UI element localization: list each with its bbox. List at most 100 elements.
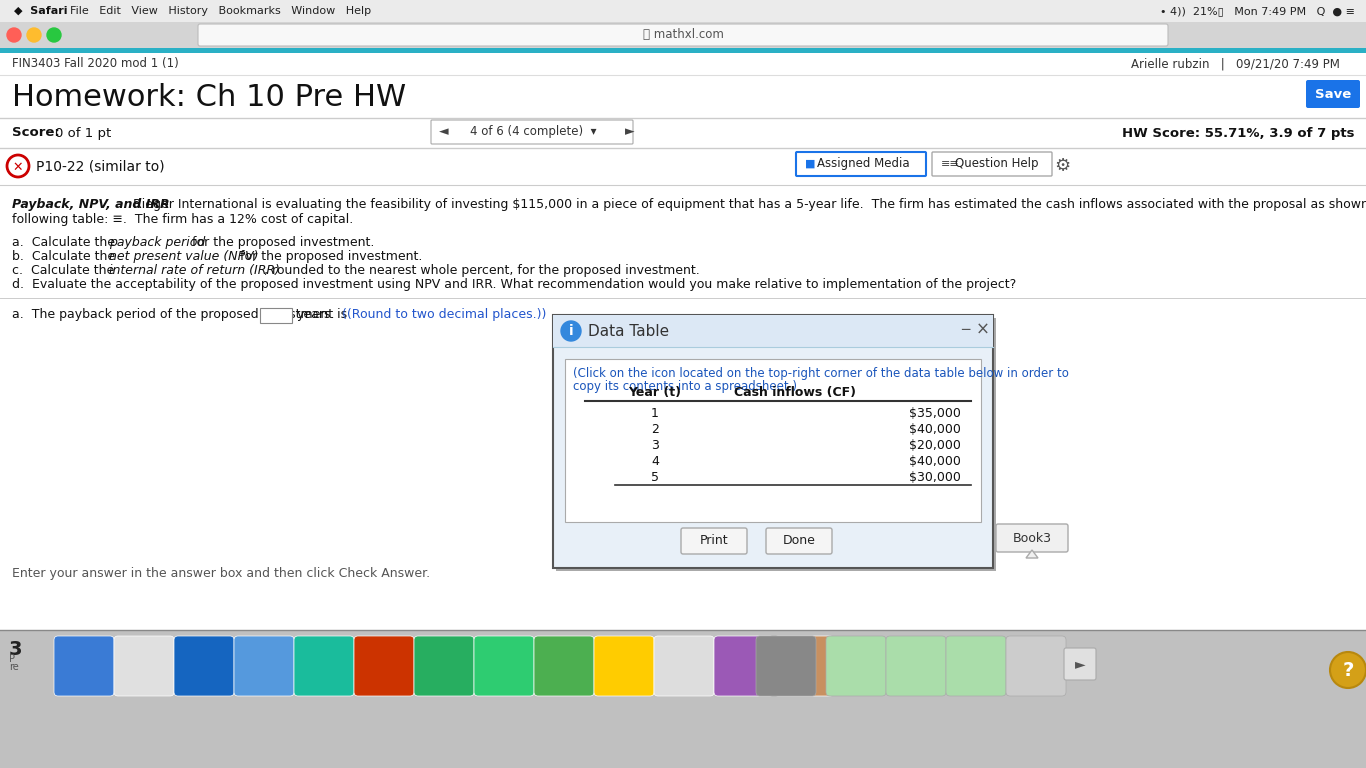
Text: 3: 3 (10, 640, 22, 659)
FancyBboxPatch shape (55, 636, 113, 696)
Circle shape (7, 28, 20, 42)
Text: Arielle rubzin   |   09/21/20 7:49 PM: Arielle rubzin | 09/21/20 7:49 PM (1131, 58, 1340, 71)
Text: a.  The payback period of the proposed investment is: a. The payback period of the proposed in… (12, 308, 347, 321)
Text: years.: years. (296, 308, 336, 321)
Text: Homework: Ch 10 Pre HW: Homework: Ch 10 Pre HW (12, 82, 406, 111)
FancyBboxPatch shape (260, 308, 292, 323)
Text: Done: Done (783, 535, 816, 548)
FancyBboxPatch shape (0, 118, 1366, 148)
FancyBboxPatch shape (432, 120, 632, 144)
Text: 🔒 mathxl.com: 🔒 mathxl.com (642, 28, 724, 41)
Text: ►: ► (626, 125, 635, 138)
Text: 4 of 6 (4 complete)  ▾: 4 of 6 (4 complete) ▾ (470, 125, 596, 138)
Text: Book3: Book3 (1012, 531, 1052, 545)
FancyBboxPatch shape (0, 185, 1366, 565)
Text: b.  Calculate the: b. Calculate the (12, 250, 119, 263)
Text: c.  Calculate the: c. Calculate the (12, 264, 119, 277)
FancyBboxPatch shape (932, 152, 1052, 176)
FancyBboxPatch shape (0, 630, 1366, 768)
Text: net present value (NPV): net present value (NPV) (109, 250, 258, 263)
Text: payback period: payback period (109, 236, 205, 249)
Circle shape (561, 321, 581, 341)
Text: ×: × (977, 321, 990, 339)
Text: internal rate of return (IRR): internal rate of return (IRR) (109, 264, 280, 277)
Text: a.  Calculate the: a. Calculate the (12, 236, 119, 249)
Text: ≡≡: ≡≡ (941, 159, 960, 169)
Text: ((Round to two decimal places.)): ((Round to two decimal places.)) (342, 308, 546, 321)
FancyBboxPatch shape (996, 524, 1068, 552)
FancyBboxPatch shape (173, 636, 234, 696)
FancyBboxPatch shape (1005, 636, 1065, 696)
Text: d.  Evaluate the acceptability of the proposed investment using NPV and IRR. Wha: d. Evaluate the acceptability of the pro… (12, 278, 1016, 291)
Text: ►: ► (1075, 657, 1086, 671)
FancyBboxPatch shape (1306, 80, 1361, 108)
FancyBboxPatch shape (826, 636, 887, 696)
FancyBboxPatch shape (766, 528, 832, 554)
Text: 2: 2 (652, 423, 658, 436)
FancyBboxPatch shape (0, 0, 1366, 22)
FancyBboxPatch shape (294, 636, 354, 696)
Text: FIN3403 Fall 2020 mod 1 (1): FIN3403 Fall 2020 mod 1 (1) (12, 58, 179, 71)
FancyBboxPatch shape (947, 636, 1005, 696)
FancyBboxPatch shape (234, 636, 294, 696)
Text: Payback, NPV, and IRR: Payback, NPV, and IRR (12, 198, 169, 211)
Circle shape (46, 28, 61, 42)
FancyBboxPatch shape (0, 148, 1366, 185)
Text: $40,000: $40,000 (910, 455, 962, 468)
FancyBboxPatch shape (474, 636, 534, 696)
Text: Score:: Score: (12, 127, 60, 140)
FancyBboxPatch shape (354, 636, 414, 696)
Text: P: P (10, 654, 15, 664)
Text: (Click on the icon located on the top-right corner of the data table below in or: (Click on the icon located on the top-ri… (572, 367, 1068, 380)
FancyBboxPatch shape (714, 636, 775, 696)
Text: Save: Save (1315, 88, 1351, 101)
FancyBboxPatch shape (755, 636, 816, 696)
FancyBboxPatch shape (654, 636, 714, 696)
FancyBboxPatch shape (553, 315, 993, 568)
Text: P10-22 (similar to): P10-22 (similar to) (36, 160, 165, 174)
Text: Print: Print (699, 535, 728, 548)
Text: $35,000: $35,000 (910, 407, 962, 420)
FancyBboxPatch shape (682, 528, 747, 554)
Text: $40,000: $40,000 (910, 423, 962, 436)
Circle shape (1330, 652, 1366, 688)
Text: Data Table: Data Table (587, 323, 669, 339)
Text: Enter your answer in the answer box and then click Check Answer.: Enter your answer in the answer box and … (12, 567, 430, 580)
FancyBboxPatch shape (414, 636, 474, 696)
FancyBboxPatch shape (0, 53, 1366, 75)
Text: Question Help: Question Help (955, 157, 1038, 170)
Text: re: re (10, 662, 19, 672)
Text: HW Score: 55.71%, 3.9 of 7 pts: HW Score: 55.71%, 3.9 of 7 pts (1121, 127, 1354, 140)
FancyBboxPatch shape (113, 636, 173, 696)
Text: Assigned Media: Assigned Media (817, 157, 910, 170)
FancyBboxPatch shape (1064, 648, 1096, 680)
FancyBboxPatch shape (0, 48, 1366, 53)
Text: , rounded to the nearest whole percent, for the proposed investment.: , rounded to the nearest whole percent, … (264, 264, 699, 277)
Text: ─: ─ (960, 323, 970, 337)
Text: 0 of 1 pt: 0 of 1 pt (55, 127, 111, 140)
FancyBboxPatch shape (556, 318, 996, 571)
Text: for the proposed investment.: for the proposed investment. (236, 250, 422, 263)
FancyBboxPatch shape (775, 636, 835, 696)
FancyBboxPatch shape (594, 636, 654, 696)
Text: ◄: ◄ (440, 125, 449, 138)
Text: for the proposed investment.: for the proposed investment. (189, 236, 374, 249)
Text: ■: ■ (805, 159, 816, 169)
FancyBboxPatch shape (198, 24, 1168, 46)
Text: 3: 3 (652, 439, 658, 452)
Text: ✕: ✕ (12, 161, 23, 174)
FancyBboxPatch shape (566, 359, 981, 522)
Circle shape (7, 155, 29, 177)
FancyBboxPatch shape (553, 315, 993, 347)
Text: 1: 1 (652, 407, 658, 420)
FancyBboxPatch shape (796, 152, 926, 176)
Text: ?: ? (1343, 660, 1354, 680)
Text: copy its contents into a spreadsheet.): copy its contents into a spreadsheet.) (572, 380, 796, 393)
Text: $20,000: $20,000 (910, 439, 962, 452)
Text: i: i (568, 324, 574, 338)
Circle shape (27, 28, 41, 42)
Text: File   Edit   View   History   Bookmarks   Window   Help: File Edit View History Bookmarks Window … (70, 6, 372, 16)
Text: • 4))  21%▯   Mon 7:49 PM   Q  ● ≡: • 4)) 21%▯ Mon 7:49 PM Q ● ≡ (1160, 6, 1355, 16)
Text: 5: 5 (652, 471, 658, 484)
Text: 4: 4 (652, 455, 658, 468)
